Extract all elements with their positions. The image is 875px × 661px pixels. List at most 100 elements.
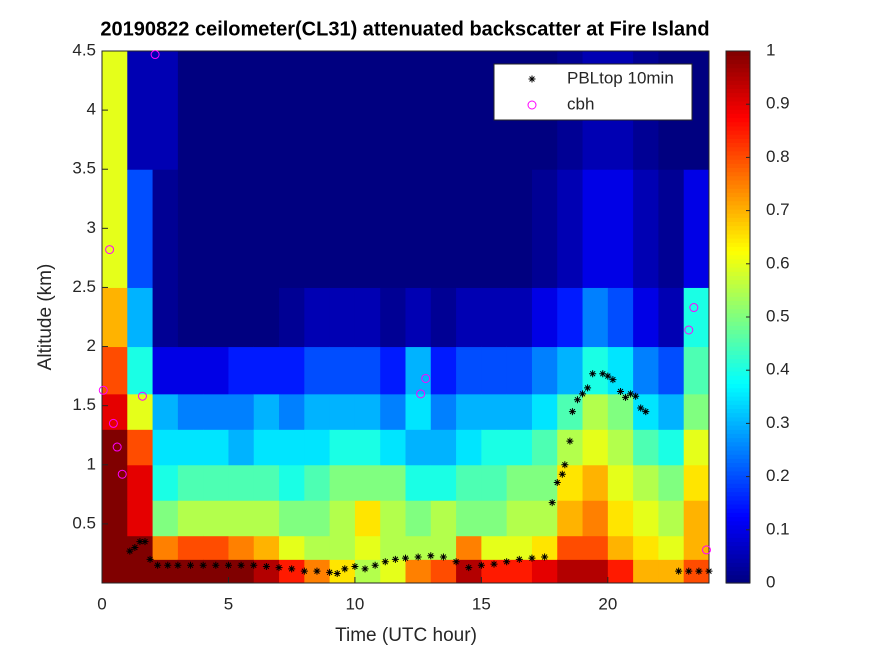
heatmap-cell <box>658 500 685 537</box>
heatmap-cell <box>304 500 331 537</box>
heatmap-cell <box>557 169 584 288</box>
pbl-point <box>164 561 172 569</box>
heatmap-cell <box>683 287 710 348</box>
colorbar-swatch <box>726 350 750 356</box>
colorbar-swatch <box>726 470 750 476</box>
colorbar-swatch <box>726 379 750 385</box>
heatmap-cell <box>253 500 280 537</box>
colorbar-swatch <box>726 80 750 85</box>
pbl-point <box>212 561 220 569</box>
colorbar-tick-label: 0.8 <box>766 147 790 166</box>
heatmap-cell <box>456 287 482 348</box>
heatmap-cell <box>304 464 331 501</box>
heatmap-cell <box>658 429 685 466</box>
heatmap-cell <box>329 287 356 348</box>
heatmap-cell <box>102 346 128 395</box>
heatmap-cell <box>456 393 482 430</box>
heatmap-cell <box>279 464 305 501</box>
pbl-point <box>548 499 556 507</box>
colorbar-swatch <box>726 499 750 505</box>
colorbar-swatch <box>726 192 750 198</box>
colorbar-swatch <box>726 558 750 563</box>
heatmap-cell <box>405 559 432 584</box>
colorbar-swatch <box>726 150 750 156</box>
heatmap-cell <box>481 500 508 537</box>
colorbar-swatch <box>726 88 750 94</box>
heatmap-cell <box>253 51 280 170</box>
heatmap-cell <box>152 500 179 537</box>
heatmap-cell <box>405 169 432 288</box>
cbh-point <box>98 385 108 395</box>
heatmap-cell <box>456 429 482 466</box>
pbl-point <box>685 567 693 575</box>
heatmap-cell <box>506 346 533 395</box>
colorbar-swatch <box>726 238 750 243</box>
y-tick-label: 4.5 <box>72 40 96 59</box>
pbl-point <box>187 561 195 569</box>
x-tick-label: 20 <box>598 594 617 613</box>
colorbar-swatch <box>726 391 750 397</box>
chart-title: 20190822 ceilometer(CL31) attenuated bac… <box>100 18 709 40</box>
heatmap-cell <box>430 51 457 170</box>
colorbar-swatch <box>726 371 750 376</box>
heatmap-cell <box>354 287 381 348</box>
colorbar-swatch <box>726 308 750 314</box>
heatmap-cell <box>557 429 584 466</box>
colorbar-swatch <box>726 341 750 347</box>
heatmap-cell <box>329 464 356 501</box>
colorbar-swatch <box>726 129 750 135</box>
heatmap-cell <box>405 287 432 348</box>
heatmap-cell <box>329 429 356 466</box>
heatmap-cell <box>380 535 406 560</box>
colorbar-swatch <box>726 275 750 281</box>
heatmap-cell <box>506 169 533 288</box>
heatmap-cell <box>304 346 331 395</box>
colorbar-swatch <box>726 566 750 572</box>
heatmap-cell <box>329 393 356 430</box>
pbl-point <box>477 561 485 569</box>
pbl-point <box>237 561 245 569</box>
colorbar-swatch <box>726 520 750 526</box>
cbh-point <box>108 418 118 428</box>
colorbar-swatch <box>726 267 750 272</box>
heatmap-cell <box>228 393 255 430</box>
colorbar-tick-label: 0.7 <box>766 200 790 219</box>
heatmap-cell <box>481 287 508 348</box>
heatmap-cell <box>633 559 659 584</box>
heatmap-cell <box>253 287 280 348</box>
heatmap-cell <box>380 51 406 170</box>
pbl-point <box>627 390 635 398</box>
colorbar-swatch <box>726 462 750 468</box>
heatmap-cell <box>127 559 154 584</box>
colorbar-tick-label: 0.3 <box>766 413 790 432</box>
colorbar-swatch <box>726 321 750 326</box>
heatmap-cell <box>456 535 482 560</box>
colorbar-swatch <box>726 416 750 422</box>
pbl-point <box>490 560 498 568</box>
pbl-point <box>288 565 296 573</box>
colorbar-swatch <box>726 537 750 543</box>
heatmap-cell <box>557 559 584 584</box>
pbl-point <box>589 370 597 378</box>
pbl-point <box>333 570 341 578</box>
colorbar-swatch <box>726 570 750 576</box>
heatmap-cell <box>531 169 558 288</box>
colorbar-swatch <box>726 100 750 106</box>
heatmap-cell <box>203 169 229 288</box>
colorbar-swatch <box>726 450 750 455</box>
colorbar-swatch <box>726 246 750 252</box>
heatmap-cell <box>228 287 255 348</box>
y-tick-label: 4 <box>87 100 96 119</box>
y-tick-label: 3 <box>87 218 96 237</box>
pbl-point <box>136 538 144 546</box>
heatmap-cell <box>279 500 305 537</box>
heatmap-cell <box>405 393 432 430</box>
colorbar-swatch <box>726 146 750 152</box>
heatmap-cell <box>683 169 710 288</box>
heatmap-cell <box>607 429 634 466</box>
pbl-point <box>705 567 713 575</box>
pbl-point <box>632 392 640 400</box>
heatmap-cell <box>253 346 280 395</box>
heatmap-cell <box>557 535 584 560</box>
heatmap-cell <box>658 346 685 395</box>
